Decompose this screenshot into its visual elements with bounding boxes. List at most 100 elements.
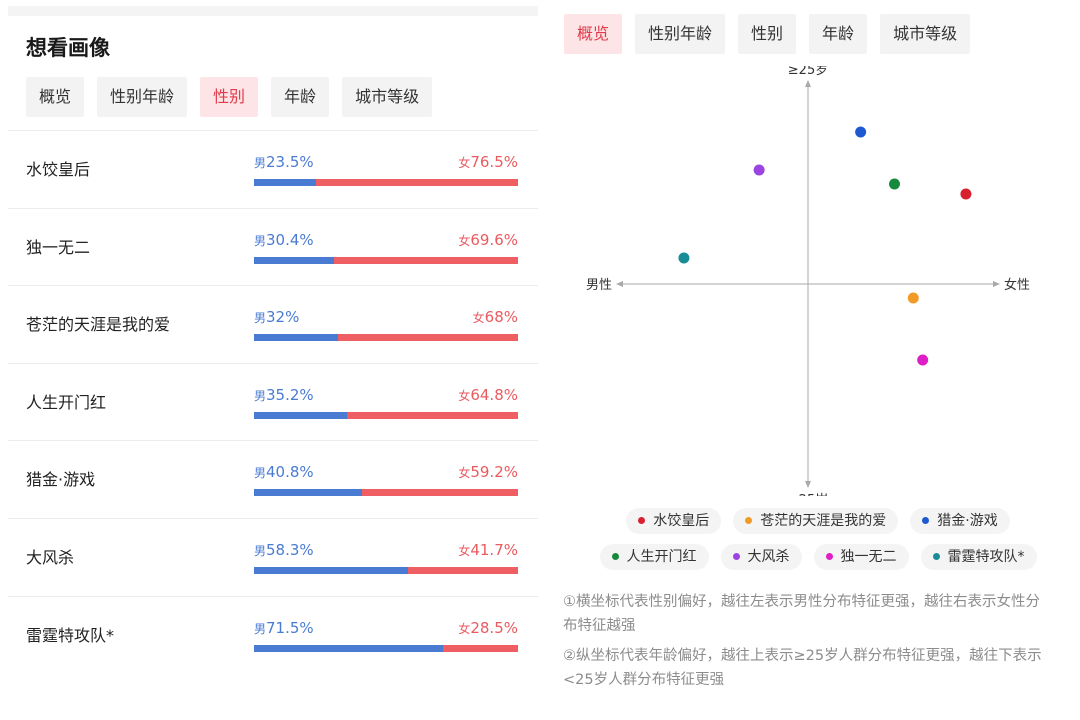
female-pct-label: 女69.6%: [458, 231, 518, 249]
female-series-name: 女: [458, 543, 471, 558]
bar-row: 水饺皇后 男23.5% 女76.5%: [8, 130, 538, 208]
right-tab-1[interactable]: 性别年龄: [635, 14, 726, 54]
legend-dot-icon: [732, 553, 740, 560]
scatter-point[interactable]: [907, 292, 919, 304]
male-pct-value: 71.5%: [266, 618, 314, 637]
category-label: 雷霆特攻队*: [26, 625, 115, 645]
right-tab-4[interactable]: 城市等级: [880, 14, 971, 54]
gender-bar-list: 水饺皇后 男23.5% 女76.5% 独一无二 男30.4% 女69.6% 苍茫的天涯是我的…: [8, 130, 538, 673]
scatter-point[interactable]: [855, 126, 867, 138]
male-pct-label: 男32%: [254, 308, 299, 326]
top-divider: [8, 6, 538, 16]
scatter-legend: 水饺皇后 苍茫的天涯是我的爱 猎金·游戏人生开门红 大风杀 独一无二 雷霆特攻队*: [578, 508, 1058, 580]
male-series-name: 男: [254, 466, 267, 481]
legend-row: 水饺皇后 苍茫的天涯是我的爱 猎金·游戏: [578, 508, 1058, 534]
left-tab-bar: 概览 性别年龄 性别 年龄 城市等级: [26, 77, 433, 117]
legend-dot-icon: [825, 553, 833, 560]
male-bar: [254, 566, 408, 574]
female-pct-value: 68%: [484, 308, 518, 327]
female-pct-label: 女41.7%: [458, 541, 518, 559]
scatter-point[interactable]: [753, 164, 765, 176]
female-pct-value: 69.6%: [470, 230, 518, 249]
male-pct-value: 30.4%: [266, 230, 314, 249]
female-series-name: 女: [458, 621, 471, 636]
legend-label: 雷霆特攻队*: [947, 549, 1025, 565]
legend-item[interactable]: 猎金·游戏: [910, 508, 1010, 534]
female-pct-value: 76.5%: [470, 153, 518, 171]
right-tab-3[interactable]: 年龄: [809, 14, 868, 54]
x-axis-arrow-right: [993, 281, 1000, 287]
female-bar: [254, 256, 518, 264]
female-pct-value: 28.5%: [470, 618, 518, 637]
male-series-name: 男: [254, 388, 267, 403]
x-axis-arrow-left: [616, 281, 623, 287]
male-pct-label: 男35.2%: [254, 386, 314, 404]
legend-item[interactable]: 苍茫的天涯是我的爱: [733, 508, 899, 534]
left-tab-3[interactable]: 年龄: [271, 77, 330, 117]
note-x-axis: ①横坐标代表性别偏好，越往左表示男性分布特征更强，越往右表示女性分布特征越强: [563, 594, 1040, 634]
legend-label: 独一无二: [840, 549, 897, 565]
male-series-name: 男: [254, 311, 267, 326]
male-pct-value: 58.3%: [266, 540, 314, 559]
female-pct-label: 女28.5%: [458, 619, 518, 637]
female-pct-label: 女59.2%: [458, 463, 518, 481]
male-pct-label: 男40.8%: [254, 463, 314, 481]
scatter-point[interactable]: [917, 354, 929, 366]
left-tab-4[interactable]: 城市等级: [342, 77, 433, 117]
female-pct-label: 女76.5%: [458, 153, 518, 171]
female-bar: [254, 334, 518, 342]
male-pct-value: 32%: [266, 308, 300, 327]
category-label: 独一无二: [26, 237, 91, 257]
legend-dot-icon: [932, 553, 940, 560]
page-title: 想看画像: [26, 36, 110, 60]
legend-dot-icon: [922, 517, 930, 524]
male-pct-value: 40.8%: [266, 463, 314, 482]
male-bar: [254, 179, 317, 186]
pct-line: 男35.2% 女64.8%: [254, 386, 518, 408]
bar-row: 独一无二 男30.4% 女69.6%: [8, 207, 538, 286]
bar-group: 男30.4% 女69.6%: [254, 231, 518, 264]
legend-item[interactable]: 大风杀: [720, 544, 802, 570]
x-axis-left-label: 男性: [586, 278, 612, 293]
legend-label: 猎金·游戏: [937, 513, 998, 529]
male-bar: [254, 489, 362, 497]
male-bar: [254, 411, 347, 419]
female-pct-label: 女68%: [473, 308, 518, 326]
female-bar: [254, 179, 518, 186]
bar-row: 猎金·游戏 男40.8% 女59.2%: [8, 440, 538, 518]
pct-line: 男32% 女68%: [254, 308, 518, 330]
pct-line: 男58.3% 女41.7%: [254, 541, 518, 563]
female-series-name: 女: [458, 466, 471, 481]
male-pct-value: 35.2%: [266, 385, 314, 404]
category-label: 大风杀: [26, 547, 75, 567]
female-series-name: 女: [458, 156, 471, 170]
category-label: 苍茫的天涯是我的爱: [26, 315, 171, 335]
category-label: 水饺皇后: [26, 160, 91, 179]
note-y-axis: ②纵坐标代表年龄偏好，越往上表示≥25岁人群分布特征更强，越往下表示<25岁人群…: [563, 648, 1042, 688]
legend-item[interactable]: 水饺皇后: [626, 508, 722, 534]
right-tab-bar: 概览 性别年龄 性别 年龄 城市等级: [564, 14, 971, 54]
right-tab-0[interactable]: 概览: [564, 14, 623, 54]
left-tab-2[interactable]: 性别: [200, 77, 259, 117]
male-bar: [254, 256, 335, 264]
legend-row: 人生开门红 大风杀 独一无二 雷霆特攻队*: [578, 544, 1058, 570]
scatter-point[interactable]: [888, 178, 900, 190]
female-bar: [254, 566, 518, 574]
bar-row: 雷霆特攻队* 男71.5% 女28.5%: [8, 595, 538, 674]
scatter-point[interactable]: [960, 188, 972, 200]
female-pct-value: 59.2%: [470, 463, 518, 482]
legend-item[interactable]: 雷霆特攻队*: [920, 544, 1037, 570]
left-tab-0[interactable]: 概览: [26, 77, 85, 117]
x-axis-right-label: 女性: [1004, 277, 1030, 293]
y-axis-arrow-up: [805, 80, 811, 87]
left-tab-1[interactable]: 性别年龄: [97, 77, 188, 117]
scatter-point[interactable]: [678, 252, 690, 264]
bar-group: 男71.5% 女28.5%: [254, 619, 518, 652]
legend-item[interactable]: 独一无二: [813, 544, 909, 570]
legend-label: 水饺皇后: [653, 513, 710, 529]
legend-item[interactable]: 人生开门红: [599, 544, 709, 570]
female-pct-value: 41.7%: [470, 540, 518, 559]
right-tab-2[interactable]: 性别: [738, 14, 797, 54]
female-bar: [254, 411, 518, 419]
female-pct-label: 女64.8%: [458, 386, 518, 404]
